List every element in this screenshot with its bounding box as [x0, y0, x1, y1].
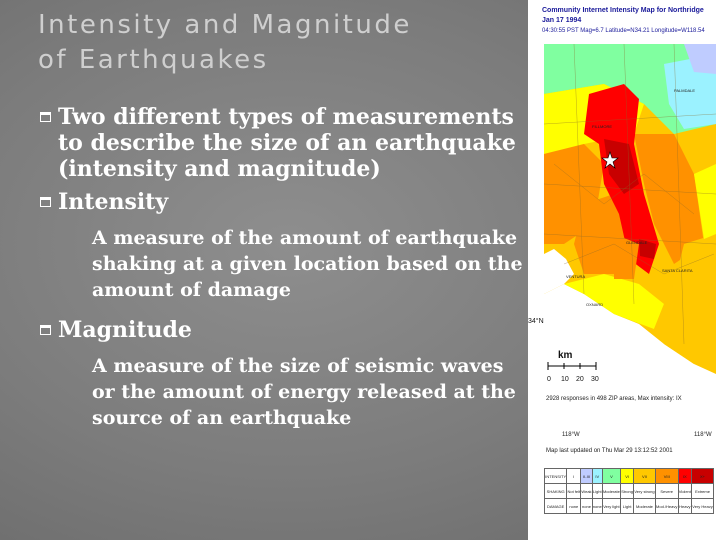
intensity-map-figure: Community Internet Intensity Map for Nor… — [528, 0, 720, 540]
legend-cell: INTENSITY — [543, 468, 568, 484]
legend-cell: II-III — [580, 468, 593, 484]
legend-cell: IV — [591, 468, 603, 484]
map-subtitle: 04:30:55 PST Mag=6.7 Latitude=N34.21 Lon… — [542, 28, 705, 34]
bullet-text: Magnitude — [58, 317, 192, 343]
map-place-label: PALMDALE — [674, 88, 695, 93]
bullet-text: Intensity — [58, 189, 169, 215]
bullet-item-magnitude: Magnitude — [40, 317, 530, 343]
map-lon-label: 118°W — [562, 432, 580, 438]
legend-cell: I — [566, 468, 582, 484]
legend-cell: Strong — [620, 483, 635, 499]
legend-cell: VIII — [654, 468, 679, 484]
sub-bullet-text: A measure of the size of seismic waves o… — [92, 355, 516, 429]
legend-cell: Light — [591, 483, 603, 499]
legend-cell: VII — [633, 468, 656, 484]
map-scale-unit: km — [558, 350, 573, 361]
bullet-item-intensity: Intensity — [40, 189, 530, 215]
legend-cell: none — [580, 498, 593, 514]
legend-cell: SHAKING — [543, 483, 568, 499]
legend-cell: Moderate — [601, 483, 622, 499]
legend-cell: none — [591, 498, 603, 514]
legend-row-intensity: INTENSITY I II-III IV V VI VII VIII IX X+ — [543, 468, 714, 484]
sub-bullet-intensity: A measure of the amount of earthquake sh… — [40, 225, 530, 303]
sub-bullet-text: A measure of the amount of earthquake sh… — [92, 227, 523, 301]
map-scale-tick: 0 — [547, 376, 551, 383]
legend-cell: none — [566, 498, 582, 514]
legend-cell: Very light — [601, 498, 622, 514]
legend-cell: DAMAGE — [543, 498, 568, 514]
slide-title-line-2: of Earthquakes — [38, 45, 269, 75]
slide-title-line-1: Intensity and Magnitude — [38, 10, 412, 40]
legend-cell: Not felt — [566, 483, 582, 499]
legend-row-shaking: SHAKING Not felt Weak Light Moderate Strong Ve… — [543, 483, 714, 499]
bullet-item: Two different types of measurements to d… — [40, 104, 530, 182]
legend-cell: Light — [620, 498, 635, 514]
legend-cell: V — [601, 468, 622, 484]
map-updated: Map last updated on Thu Mar 29 13:12:52 … — [546, 448, 673, 454]
map-title: Community Internet Intensity Map for Nor… — [542, 6, 716, 36]
legend-cell: Violent — [677, 483, 693, 499]
legend-cell: Moderate — [633, 498, 656, 514]
map-scale-tick: 20 — [576, 376, 584, 383]
map-title-text: Community Internet Intensity Map for Nor… — [542, 7, 704, 24]
epicenter-star-icon — [601, 151, 619, 169]
map-scale-tick: 10 — [561, 376, 569, 383]
map-scale-bar — [547, 362, 597, 370]
map-lat-label: 34°N — [528, 318, 544, 325]
legend-row-damage: DAMAGE none none none Very light Light Moderat… — [543, 498, 714, 514]
legend-cell: Very Heavy — [691, 498, 714, 514]
legend-cell: X+ — [691, 468, 714, 484]
legend-cell: Mod./Heavy — [654, 498, 679, 514]
sub-bullet-magnitude: A measure of the size of seismic waves o… — [40, 353, 530, 431]
intensity-legend-table: INTENSITY I II-III IV V VI VII VIII IX X+ SHAKING… — [543, 468, 714, 514]
legend-cell: Weak — [580, 483, 593, 499]
bullet-text: Two different types of measurements to d… — [58, 104, 516, 182]
map-place-label: GLENDALE — [626, 240, 648, 245]
map-place-label: OXNARD — [586, 302, 603, 307]
bullet-list: Two different types of measurements to d… — [40, 104, 530, 439]
map-responses: 2928 responses in 498 ZIP areas, Max int… — [546, 396, 682, 402]
legend-cell: Severe — [654, 483, 679, 499]
map-place-label: SANTA CLARITA — [662, 268, 693, 273]
bullet-marker-icon — [40, 325, 51, 335]
legend-cell: Very strong — [633, 483, 656, 499]
bullet-marker-icon — [40, 197, 51, 207]
bullet-marker-icon — [40, 112, 51, 122]
map-place-label: FILLMORE — [592, 124, 612, 129]
legend-cell: IX — [677, 468, 693, 484]
map-place-label: VENTURA — [566, 274, 585, 279]
legend-cell: Heavy — [677, 498, 693, 514]
map-lon-label: 118°W — [694, 432, 712, 438]
map-scale-tick: 30 — [591, 376, 599, 383]
intensity-map: PALMDALE FILLMORE VENTURA OXNARD GLENDAL… — [544, 44, 716, 424]
legend-cell: Extreme — [691, 483, 714, 499]
slide-title: Intensity and Magnitude of Earthquakes — [38, 8, 508, 78]
legend-cell: VI — [620, 468, 635, 484]
